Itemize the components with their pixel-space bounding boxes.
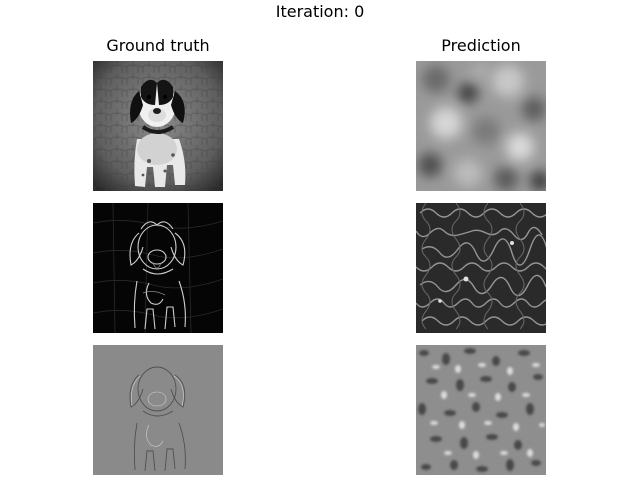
ground-truth-image-grayscale [93, 61, 223, 191]
ground-truth-title: Ground truth [106, 36, 210, 55]
ground-truth-laplacian [93, 345, 223, 475]
prediction-image-grayscale [416, 61, 546, 191]
prediction-title: Prediction [441, 36, 521, 55]
figure-title: Iteration: 0 [275, 2, 365, 21]
prediction-edge-magnitude [416, 203, 546, 333]
prediction-laplacian [416, 345, 546, 475]
ground-truth-edge-magnitude [93, 203, 223, 333]
